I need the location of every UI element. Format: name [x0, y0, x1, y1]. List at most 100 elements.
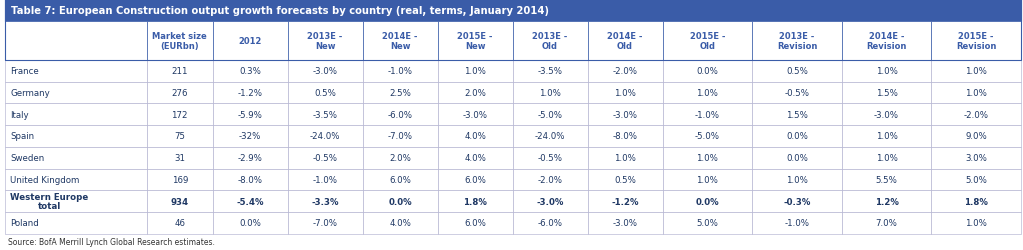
Text: 172: 172 — [172, 110, 188, 119]
Text: Poland: Poland — [10, 218, 39, 228]
Text: 2015E -
Revision: 2015E - Revision — [955, 32, 996, 51]
Bar — [147, 61, 213, 82]
Text: 2.5%: 2.5% — [389, 89, 411, 98]
Text: -8.0%: -8.0% — [613, 132, 637, 141]
Text: -2.0%: -2.0% — [613, 67, 637, 76]
Text: United Kingdom: United Kingdom — [10, 175, 80, 184]
Bar — [513, 22, 587, 61]
Bar — [663, 82, 752, 104]
Text: -2.0%: -2.0% — [964, 110, 988, 119]
Bar — [752, 61, 842, 82]
Bar — [663, 147, 752, 169]
Text: Sweden: Sweden — [10, 154, 44, 162]
Bar — [513, 147, 587, 169]
Text: 46: 46 — [174, 218, 185, 228]
Bar — [438, 169, 513, 190]
Text: 75: 75 — [174, 132, 185, 141]
Text: 1.0%: 1.0% — [876, 67, 897, 76]
Bar — [5, 0, 1021, 22]
Text: 0.5%: 0.5% — [614, 175, 636, 184]
Bar — [842, 61, 931, 82]
Bar — [287, 169, 362, 190]
Bar — [287, 190, 362, 212]
Text: -7.0%: -7.0% — [313, 218, 338, 228]
Bar — [513, 190, 587, 212]
Text: -1.2%: -1.2% — [612, 197, 638, 206]
Bar — [438, 147, 513, 169]
Bar — [438, 61, 513, 82]
Text: 7.0%: 7.0% — [876, 218, 897, 228]
Text: -3.0%: -3.0% — [313, 67, 338, 76]
Bar — [842, 126, 931, 147]
Text: 1.5%: 1.5% — [876, 89, 897, 98]
Text: 2014E -
Revision: 2014E - Revision — [866, 32, 906, 51]
Bar — [287, 22, 362, 61]
Text: -3.3%: -3.3% — [311, 197, 339, 206]
Bar — [752, 147, 842, 169]
Text: 1.0%: 1.0% — [539, 89, 561, 98]
Bar — [287, 82, 362, 104]
Bar — [213, 190, 287, 212]
Bar — [752, 169, 842, 190]
Bar — [513, 82, 587, 104]
Bar — [362, 212, 438, 234]
Text: Germany: Germany — [10, 89, 50, 98]
Text: 2013E -
New: 2013E - New — [308, 32, 343, 51]
Bar — [287, 147, 362, 169]
Bar — [287, 104, 362, 126]
Text: 0.5%: 0.5% — [314, 89, 337, 98]
Text: -3.5%: -3.5% — [537, 67, 563, 76]
Bar — [287, 212, 362, 234]
Text: 0.0%: 0.0% — [389, 197, 412, 206]
Bar — [842, 82, 931, 104]
Text: -2.9%: -2.9% — [237, 154, 263, 162]
Bar — [752, 126, 842, 147]
Bar — [362, 147, 438, 169]
Bar — [147, 104, 213, 126]
Bar — [438, 212, 513, 234]
Text: -0.3%: -0.3% — [784, 197, 810, 206]
Bar — [362, 22, 438, 61]
Bar — [752, 212, 842, 234]
Bar — [147, 147, 213, 169]
Text: -2.0%: -2.0% — [537, 175, 563, 184]
Text: -1.0%: -1.0% — [785, 218, 809, 228]
Text: 5.5%: 5.5% — [876, 175, 897, 184]
Bar — [513, 126, 587, 147]
Bar — [362, 61, 438, 82]
Bar — [931, 147, 1021, 169]
Bar — [842, 212, 931, 234]
Bar — [5, 104, 147, 126]
Bar — [213, 22, 287, 61]
Text: 0.3%: 0.3% — [239, 67, 261, 76]
Text: 4.0%: 4.0% — [464, 154, 486, 162]
Bar — [587, 61, 663, 82]
Text: Italy: Italy — [10, 110, 29, 119]
Bar — [362, 126, 438, 147]
Text: 2.0%: 2.0% — [389, 154, 411, 162]
Text: 4.0%: 4.0% — [464, 132, 486, 141]
Bar — [587, 147, 663, 169]
Bar — [213, 82, 287, 104]
Text: -7.0%: -7.0% — [388, 132, 412, 141]
Bar — [147, 126, 213, 147]
Text: -3.0%: -3.0% — [613, 218, 637, 228]
Text: -6.0%: -6.0% — [537, 218, 563, 228]
Bar — [438, 22, 513, 61]
Text: 2014E -
New: 2014E - New — [383, 32, 417, 51]
Text: 934: 934 — [171, 197, 189, 206]
Text: -5.0%: -5.0% — [695, 132, 720, 141]
Bar — [587, 22, 663, 61]
Bar — [5, 169, 147, 190]
Text: 0.0%: 0.0% — [786, 132, 808, 141]
Bar — [5, 22, 147, 61]
Text: 0.5%: 0.5% — [786, 67, 808, 76]
Bar — [438, 126, 513, 147]
Text: -0.5%: -0.5% — [785, 89, 809, 98]
Text: 1.2%: 1.2% — [875, 197, 898, 206]
Bar — [513, 104, 587, 126]
Text: Source: BofA Merrill Lynch Global Research estimates.: Source: BofA Merrill Lynch Global Resear… — [8, 238, 215, 246]
Text: Market size
(EURbn): Market size (EURbn) — [152, 32, 207, 51]
Text: Western Europe
total: Western Europe total — [10, 192, 88, 211]
Bar — [147, 22, 213, 61]
